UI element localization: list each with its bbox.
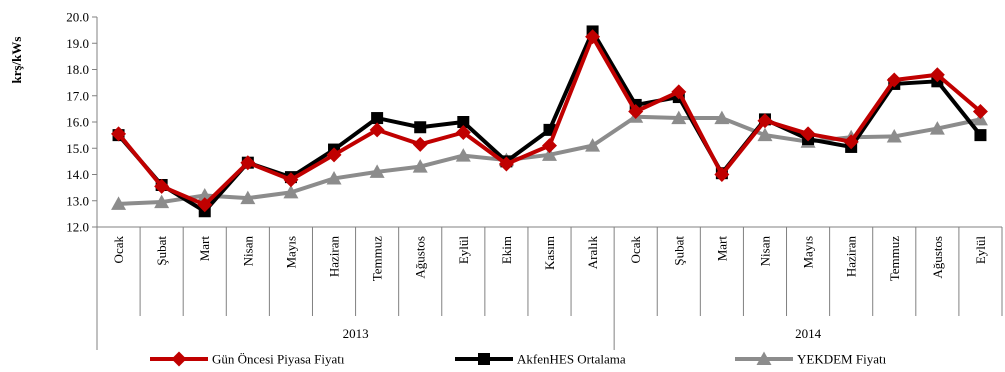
x-category-label: Nisan [757,236,772,267]
x-category-label: Şubat [671,236,686,266]
legend-label: Gün Öncesi Piyasa Fiyatı [212,352,345,367]
x-category-label: Temmuz [887,236,902,282]
data-point [585,29,601,45]
x-category-label: Şubat [154,236,169,266]
x-category-label: Mayıs [801,236,816,269]
data-point [886,72,902,88]
data-point [240,155,256,171]
y-tick-label: 17.0 [66,88,89,103]
data-point [886,128,902,143]
x-category-label: Ocak [628,236,643,264]
x-category-label: Mart [714,236,729,262]
series-layer [111,25,988,218]
legend-item: Gün Öncesi Piyasa Fiyatı [150,351,345,367]
y-axis-ticks: 12.0 13.0 14.0 15.0 16.0 17.0 18.0 19.0 20.0 [66,10,97,235]
data-point [498,156,514,172]
data-point [843,134,859,150]
data-point [542,147,557,161]
legend: Gün Öncesi Piyasa Fiyatı AkfenHES Ortalam… [150,351,887,367]
legend-marker [756,351,772,365]
data-point [714,167,730,182]
data-point [457,116,470,128]
year-group-label: 2013 [343,326,369,341]
axes [96,17,1003,350]
x-category-label: Eylül [973,236,988,265]
data-point [714,110,730,125]
x-category-label: Temmuz [370,236,385,282]
data-point [369,122,385,138]
data-point [240,190,256,205]
data-point [757,127,773,142]
data-point [628,104,644,119]
data-point [455,148,471,162]
data-point [414,121,427,134]
data-point [111,126,127,142]
x-category-label: Haziran [327,236,342,278]
data-point [371,112,384,125]
data-point [412,159,428,173]
x-category-label: Mayıs [283,236,298,269]
legend-marker [171,351,187,367]
y-axis-title: krş/kWs [9,37,24,84]
legend-label: YEKDEM Fiyatı [797,352,887,367]
series-line [117,34,982,207]
data-point [412,136,428,152]
x-category-label: Haziran [844,236,859,278]
year-group-label: 2014 [795,326,822,341]
y-tick-label: 14.0 [66,167,89,182]
data-point [197,197,213,213]
series-2 [112,25,987,218]
data-point [757,113,773,129]
data-point [929,67,945,83]
data-point [585,138,601,152]
data-point [326,147,342,163]
legend-label: AkfenHES Ortalama [517,352,626,367]
legend-item: YEKDEM Fiyatı [735,351,887,367]
data-point [326,170,342,185]
data-point [542,138,557,154]
data-point [800,126,816,142]
y-tick-label: 15.0 [66,141,89,156]
x-category-label: Ağustos [413,236,428,279]
data-point [154,178,170,194]
y-tick-label: 18.0 [66,62,89,77]
data-point [197,188,213,202]
data-point [283,184,299,199]
y-tick-label: 13.0 [66,193,89,208]
data-point [154,194,170,209]
x-category-label: Ağustos [930,236,945,279]
data-point [283,172,299,188]
x-axis-categories: Ocak Şubat Mart Nisan Mayıs Haziran Temmuz Ağus… [111,236,988,341]
y-tick-label: 12.0 [66,220,89,235]
y-tick-label: 19.0 [66,36,89,51]
y-tick-label: 20.0 [66,10,89,25]
data-point [369,164,385,178]
x-category-label: Aralık [585,236,600,270]
data-point [111,196,127,210]
data-point [455,125,471,140]
legend-item: AkfenHES Ortalama [455,352,626,367]
data-point [671,84,687,100]
legend-marker [478,353,490,365]
x-category-label: Mart [197,236,212,262]
y-tick-label: 16.0 [66,115,89,130]
data-point [671,110,687,125]
x-category-label: Kasım [542,236,557,270]
data-point [972,104,988,119]
x-category-label: Ocak [111,236,126,264]
x-category-label: Ekim [499,236,514,264]
data-point [974,129,987,142]
x-category-label: Eylül [456,236,471,265]
series-1 [111,29,988,213]
data-point [929,121,945,135]
x-category-label: Nisan [240,236,255,267]
series-line [117,29,983,214]
